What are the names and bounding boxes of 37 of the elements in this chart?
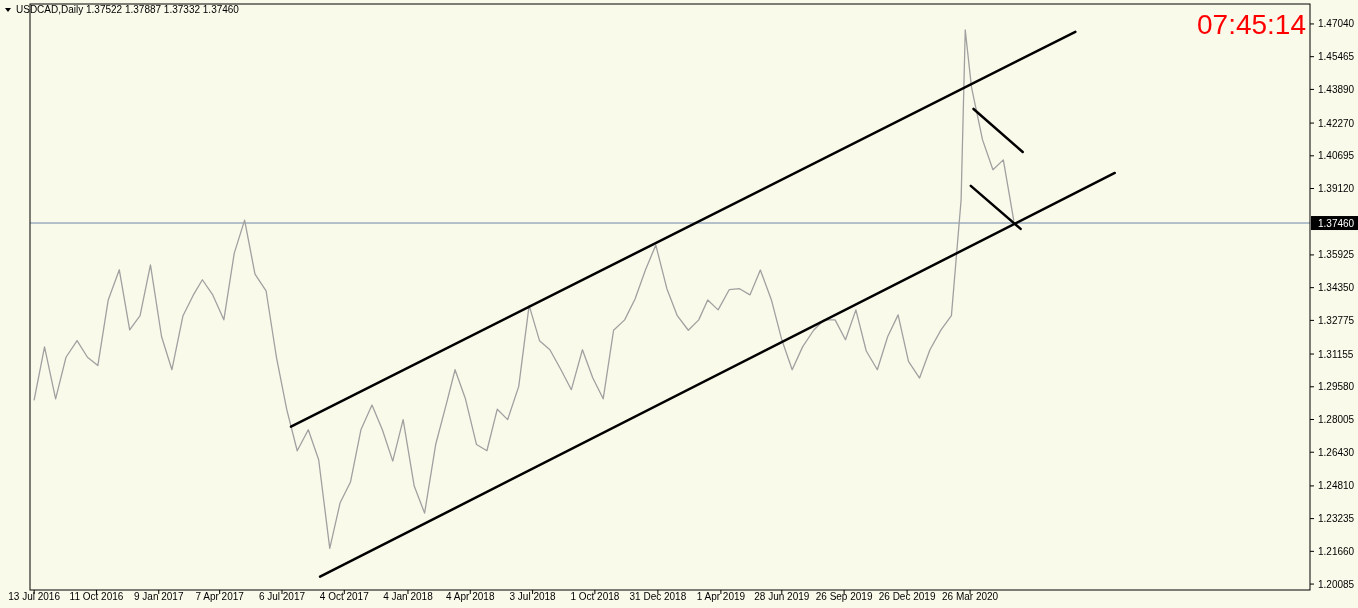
x-tick-label: 3 Jul 2018 [509,591,557,602]
x-tick-label: 4 Oct 2017 [319,591,370,602]
x-tick-label: 26 Mar 2020 [942,591,999,602]
x-tick-label: 1 Oct 2018 [570,591,620,602]
y-tick-label: 1.40695 [1318,150,1355,162]
ref-line-label: 1.37460 [1318,217,1355,229]
x-tick-label: 1 Apr 2019 [696,591,746,602]
y-tick-label: 1.42270 [1318,117,1355,129]
x-tick-label: 7 Apr 2017 [195,591,245,602]
y-tick-label: 1.21660 [1318,545,1355,557]
y-tick-label: 1.28005 [1318,414,1355,425]
y-tick-label: 1.45465 [1318,51,1355,63]
y-tick-label: 1.29580 [1318,381,1355,393]
y-tick-label: 1.23235 [1318,513,1355,525]
y-tick-label: 1.43890 [1318,83,1355,95]
x-tick-label: 28 Jun 2019 [754,591,810,602]
annotation: 07:45:14 [1197,9,1306,40]
chart-title: USDCAD,Daily 1.37522 1.37887 1.37332 1.37460 [16,4,240,15]
y-tick-label: 1.39120 [1318,183,1355,195]
line-series [33,29,1015,550]
x-tick-label: 4 Jan 2018 [383,591,434,602]
x-tick-label: 26 Sep 2019 [815,591,873,602]
y-tick-label: 1.32775 [1318,314,1355,326]
y-tick-label: 1.26430 [1318,446,1355,458]
x-tick-label: 4 Apr 2018 [446,591,495,602]
y-tick-label: 1.20085 [1318,578,1355,590]
x-tick-label: 6 Jul 2017 [258,591,306,602]
x-tick-label: 13 Jul 2016 [8,591,61,602]
y-tick-label: 1.24810 [1318,480,1355,492]
x-tick-label: 9 Jan 2017 [134,591,184,602]
y-tick-label: 1.35925 [1318,249,1355,261]
x-tick-label: 26 Dec 2019 [878,591,936,602]
x-tick-label: 11 Oct 2016 [69,591,124,602]
y-tick-label: 1.34350 [1318,282,1355,294]
y-tick-label: 1.31155 [1318,348,1354,360]
y-tick-label: 1.47040 [1318,18,1355,30]
x-tick-label: 31 Dec 2018 [629,591,687,602]
